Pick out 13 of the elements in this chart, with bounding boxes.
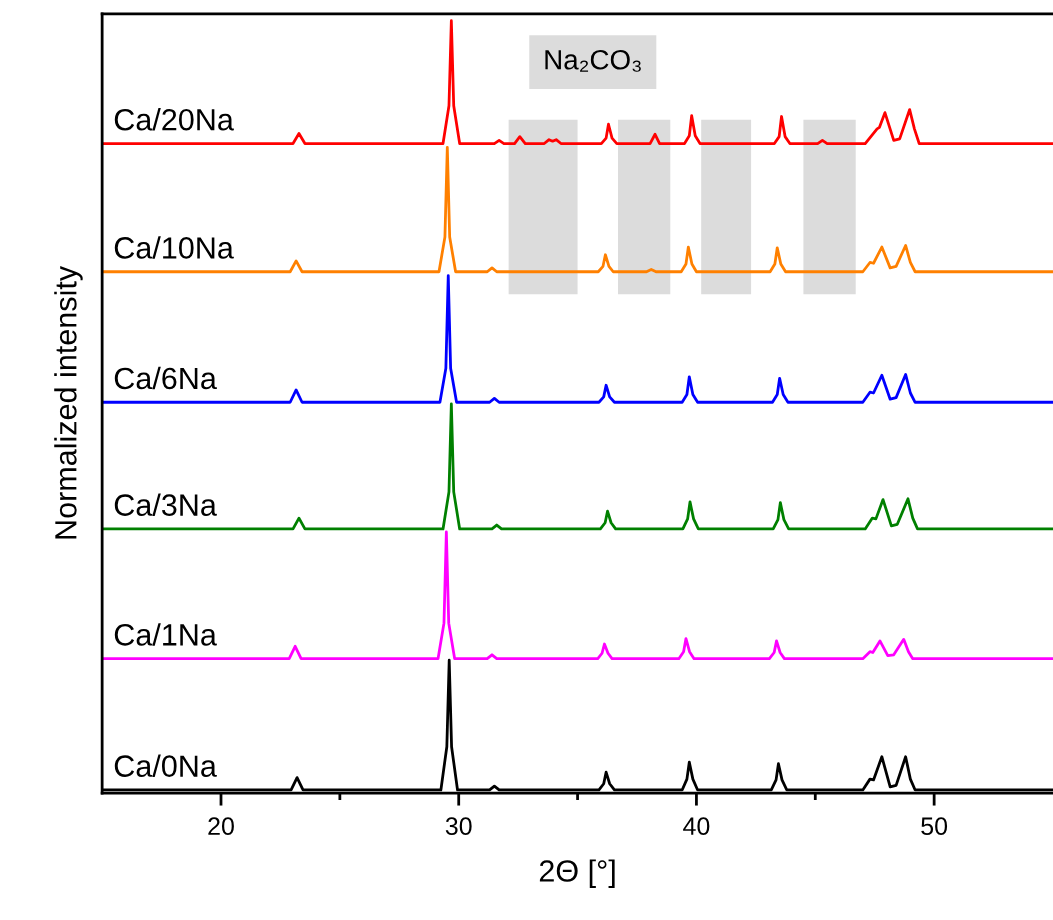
x-tick-label: 20 xyxy=(208,817,234,836)
series-label: Ca/10Na xyxy=(114,236,234,259)
series-label: Ca/20Na xyxy=(114,108,234,131)
series-label: Ca/1Na xyxy=(114,623,217,646)
series-label: Ca/0Na xyxy=(114,754,217,777)
x-tick-label: 30 xyxy=(445,817,472,836)
series-label: Ca/3Na xyxy=(114,493,217,516)
x-tick-label: 40 xyxy=(683,817,710,836)
annotation: Na₂CO₃ xyxy=(545,49,641,72)
x-tick-label: 50 xyxy=(921,817,948,836)
series-label: Ca/6Na xyxy=(114,366,217,390)
x-axis-title: 2Θ [°] xyxy=(539,859,615,888)
y-axis-title: Normalized intensity xyxy=(54,265,83,539)
